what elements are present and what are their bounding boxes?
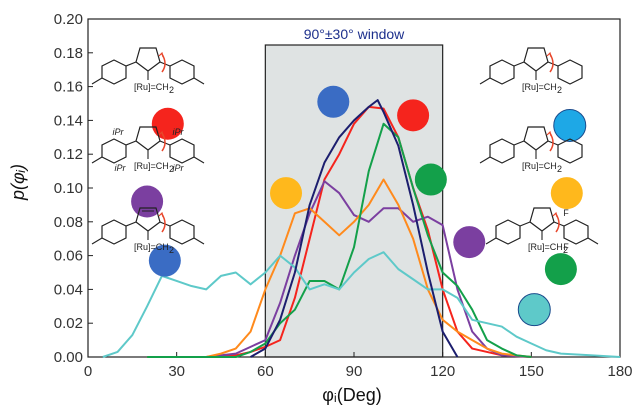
series-line-0 [147,105,532,358]
svg-text:F: F [563,208,569,218]
svg-text:[Ru]=CH: [Ru]=CH [134,242,169,252]
nhc-structure: [Ru]=CH 2 [91,207,205,255]
series-marker-11 [544,253,577,286]
series-line-2 [147,178,532,358]
x-tick-label: 30 [168,363,185,380]
series-marker-9 [553,108,587,142]
series-marker-1 [131,185,164,218]
svg-text:[Ru]=CH: [Ru]=CH [522,82,557,92]
svg-text:2: 2 [557,85,562,95]
series-marker-7 [453,226,486,259]
svg-text:2: 2 [169,245,174,255]
nhc-structure: [Ru]=CH 2 [479,47,583,95]
svg-text:2: 2 [169,164,174,174]
x-tick-label: 0 [84,363,92,380]
svg-text:iPr: iPr [173,127,185,137]
series-marker-0 [151,107,184,140]
series-marker-3 [317,85,350,118]
svg-text:[Ru]=CH: [Ru]=CH [522,161,557,171]
svg-text:iPr: iPr [115,163,127,173]
y-tick-label: 0.04 [54,281,83,298]
y-tick-label: 0.12 [54,146,83,163]
series-marker-10 [550,177,583,210]
y-tick-label: 0.10 [54,180,83,197]
nhc-structure: [Ru]=CH 2FF [485,207,599,255]
svg-text:iPr: iPr [113,127,125,137]
series-marker-6 [414,163,447,196]
series-marker-4 [397,99,430,132]
series-line-4 [102,251,621,358]
series-layer [102,99,621,358]
y-tick-label: 0.20 [54,11,83,28]
y-tick-label: 0.00 [54,349,83,366]
y-tick-label: 0.02 [54,315,83,332]
nhc-structure: [Ru]=CH 2 [91,47,205,95]
svg-text:2: 2 [169,85,174,95]
svg-text:2: 2 [563,245,568,255]
svg-text:[Ru]=CH: [Ru]=CH [134,82,169,92]
x-tick-label: 90 [346,363,363,380]
nhc-structure: [Ru]=CH 2 [479,126,583,174]
series-line-5 [250,99,459,358]
axes: 0 30 60 90 120 150 180 0.00 0.02 0.04 0.06 0.08 0.10… [54,11,633,380]
series-marker-2 [148,244,181,277]
x-tick-label: 120 [430,363,455,380]
x-tick-label: 60 [257,363,274,380]
y-tick-label: 0.16 [54,79,83,96]
svg-text:iPr: iPr [173,163,185,173]
y-tick-label: 0.18 [54,45,83,62]
y-tick-label: 0.06 [54,248,83,265]
series-marker-5 [270,177,303,210]
svg-text:2: 2 [557,164,562,174]
svg-text:[Ru]=CH: [Ru]=CH [528,242,563,252]
y-axis-label: p(φᵢ) [8,164,28,201]
svg-text:[Ru]=CH: [Ru]=CH [134,161,169,171]
window-label: 90°±30° window [304,26,405,42]
x-axis-label: φᵢ(Deg) [322,385,382,405]
y-tick-label: 0.14 [54,112,83,129]
x-tick-label: 150 [519,363,544,380]
y-tick-label: 0.08 [54,214,83,231]
series-marker-8 [517,293,551,327]
x-tick-label: 180 [607,363,632,380]
svg-text:F: F [563,242,569,252]
